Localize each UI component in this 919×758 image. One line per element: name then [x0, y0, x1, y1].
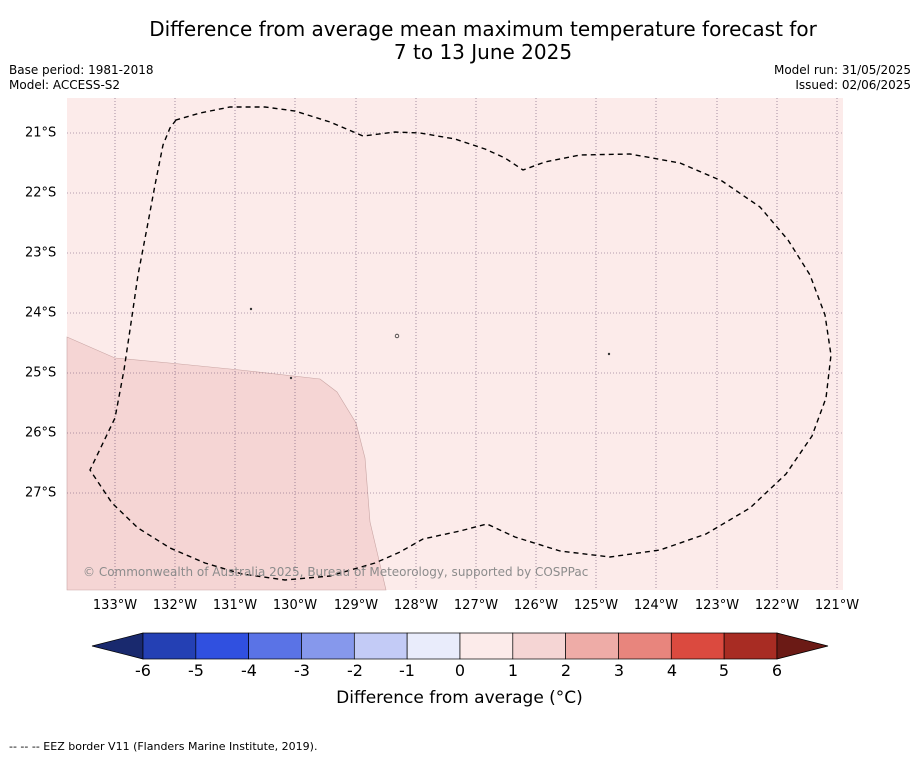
lat-label: 24°S [25, 305, 57, 321]
lat-label: 25°S [25, 365, 57, 381]
colorbar-tick: 1 [507, 661, 519, 680]
lon-label: 133°W [92, 598, 138, 613]
model-name: Model: ACCESS-S2 [9, 78, 121, 92]
islands [249, 307, 611, 380]
copyright-notice: © Commonwealth of Australia 2025, Bureau… [83, 565, 589, 579]
title-line-1: Difference from average mean maximum tem… [149, 17, 817, 41]
colorbar-segment [670, 632, 725, 660]
title-line-2: 7 to 13 June 2025 [393, 40, 573, 64]
colorbar-segment [723, 632, 778, 660]
lon-label: 132°W [152, 598, 198, 613]
issued-date: Issued: 02/06/2025 [795, 78, 911, 92]
lon-label: 130°W [272, 598, 318, 613]
lat-label: 26°S [25, 425, 57, 441]
colorbar-segments [91, 632, 829, 660]
lon-label: 129°W [333, 598, 379, 613]
lon-label: 125°W [573, 598, 619, 613]
colorbar-segment [301, 632, 355, 660]
colorbar-segment [459, 632, 514, 660]
eez-legend-note: -- -- -- EEZ border V11 (Flanders Marine… [9, 740, 318, 753]
model-run: Model run: 31/05/2025 [773, 63, 911, 77]
colorbar-tick: 6 [771, 661, 783, 680]
colorbar-tick: 2 [560, 661, 572, 680]
colorbar-tick: 3 [613, 661, 625, 680]
lat-label: 27°S [25, 485, 57, 501]
colorbar-tick: -5 [188, 661, 204, 680]
meta-left: Base period: 1981-2018 Model: ACCESS-S2 [9, 63, 154, 93]
lon-label: 122°W [754, 598, 800, 613]
lon-label: 131°W [212, 598, 258, 613]
colorbar-tick: -1 [399, 661, 415, 680]
colorbar-extend-high [776, 632, 829, 660]
lat-label: 22°S [25, 185, 57, 201]
meta-right: Model run: 31/05/2025 Issued: 02/06/2025 [774, 63, 911, 93]
colorbar-tick: -3 [294, 661, 310, 680]
colorbar-segment [406, 632, 461, 660]
colorbar-tick: 4 [666, 661, 678, 680]
colorbar-extend-low [91, 632, 144, 660]
lat-label: 23°S [25, 245, 57, 261]
colorbar-tick: 5 [718, 661, 730, 680]
anomaly-region-warm [66, 336, 387, 591]
colorbar-tick: 0 [454, 661, 466, 680]
lon-label: 121°W [814, 598, 860, 613]
lon-label: 124°W [633, 598, 679, 613]
colorbar-tick: -6 [135, 661, 151, 680]
colorbar-segment [565, 632, 619, 660]
lon-label: 128°W [393, 598, 439, 613]
lon-label: 126°W [513, 598, 559, 613]
lat-label: 21°S [25, 125, 57, 141]
colorbar-segment [248, 632, 302, 660]
lon-label: 123°W [694, 598, 740, 613]
colorbar-tick: -2 [347, 661, 363, 680]
lon-label: 127°W [453, 598, 499, 613]
grid-lines [67, 98, 843, 590]
colorbar-tick: -4 [241, 661, 257, 680]
map-title: Difference from average mean maximum tem… [0, 18, 919, 64]
colorbar-segment [512, 632, 566, 660]
colorbar-segment [195, 632, 250, 660]
colorbar-label: Difference from average (°C) [336, 688, 583, 708]
colorbar-segment [618, 632, 672, 660]
eez-border [89, 106, 832, 581]
colorbar-segment [353, 632, 408, 660]
base-period: Base period: 1981-2018 [9, 63, 154, 77]
colorbar-segment [142, 632, 197, 660]
